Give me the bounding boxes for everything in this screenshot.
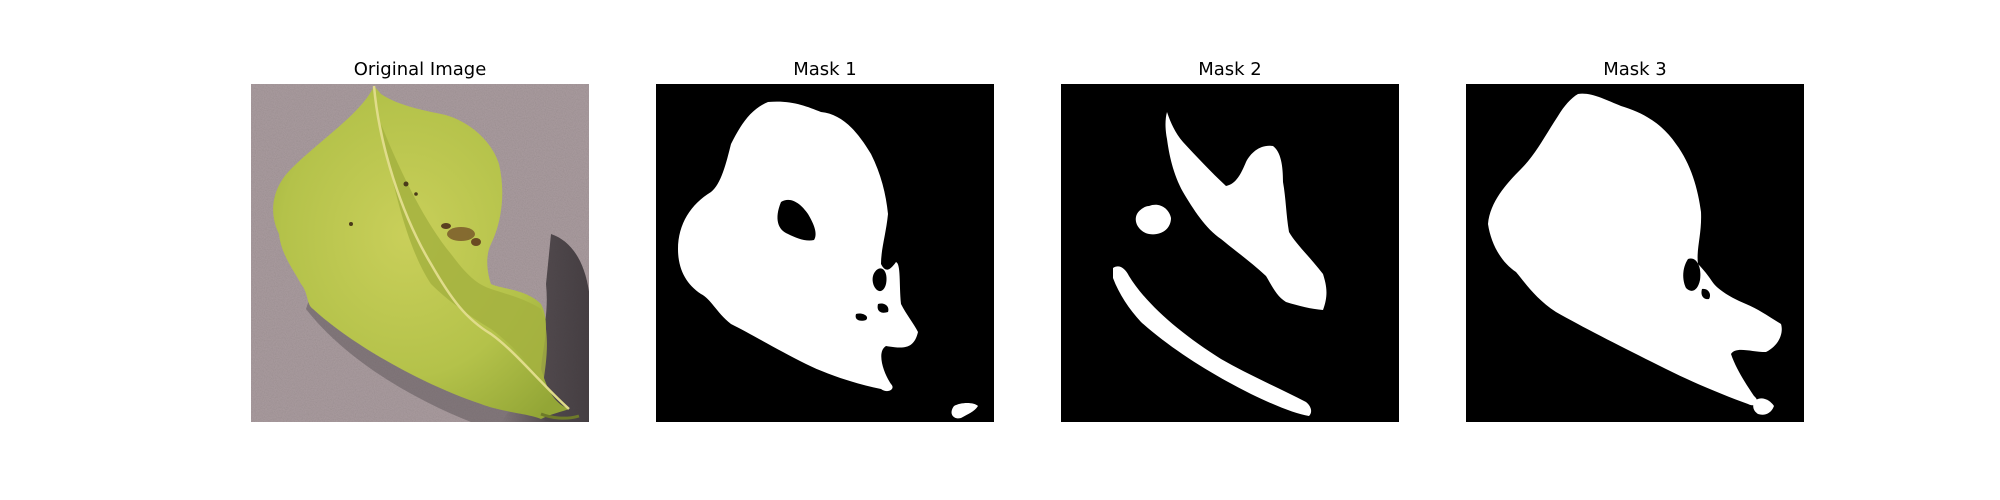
leaf-spot bbox=[403, 181, 409, 187]
leaf-shadow-lower bbox=[306, 294, 551, 422]
leaf-spot bbox=[441, 223, 451, 229]
mask-2-image bbox=[1061, 84, 1399, 422]
leaf-midrib bbox=[372, 85, 570, 410]
leaf-spot bbox=[447, 227, 475, 241]
mask-3-image bbox=[1466, 84, 1804, 422]
mask-hole bbox=[1701, 288, 1711, 300]
mask-hole bbox=[872, 268, 887, 292]
mask-stripe bbox=[1113, 266, 1312, 416]
mask-region bbox=[1165, 112, 1327, 310]
leaf-spot bbox=[471, 238, 481, 246]
mask-fragment bbox=[951, 403, 978, 419]
mask-region bbox=[1488, 93, 1782, 406]
mask-hole bbox=[1683, 258, 1701, 291]
mask-hole bbox=[855, 313, 868, 321]
leaf-stem bbox=[540, 412, 580, 420]
mask-fragment bbox=[1753, 398, 1774, 415]
original-image-panel: Original Image bbox=[251, 0, 589, 500]
mask-1-title: Mask 1 bbox=[793, 59, 857, 80]
mask-hole bbox=[877, 303, 889, 313]
original-leaf-photo bbox=[251, 84, 589, 422]
original-image-title: Original Image bbox=[353, 59, 487, 80]
mask-1-panel: Mask 1 bbox=[656, 0, 994, 500]
mask-2-title: Mask 2 bbox=[1198, 59, 1262, 80]
leaf-spot bbox=[414, 192, 418, 196]
mask-3-panel: Mask 3 bbox=[1466, 0, 1804, 500]
mask-blob bbox=[1135, 204, 1171, 235]
mask-2-panel: Mask 2 bbox=[1061, 0, 1399, 500]
mask-1-image bbox=[656, 84, 994, 422]
leaf-spot bbox=[349, 222, 353, 226]
leaf-fold bbox=[381, 124, 547, 384]
mask-hole bbox=[777, 199, 816, 241]
mask-3-title: Mask 3 bbox=[1603, 59, 1667, 80]
